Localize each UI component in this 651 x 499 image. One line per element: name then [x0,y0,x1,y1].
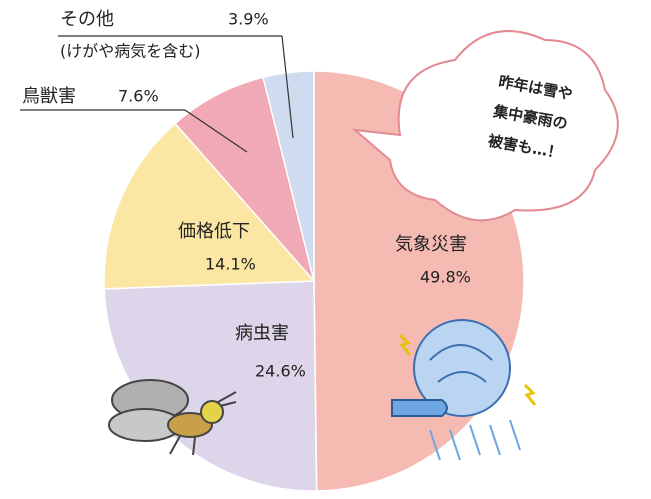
chart: (けがや病気を含む) 昨年は雪や 集中豪雨の 被害も…！ 気象災害49.8%病虫… [0,0,651,499]
slice-label: その他 [60,9,114,30]
value-label: 14.1% [205,255,256,274]
slice-label: 病虫害 [235,323,289,344]
value-label: 3.9% [228,10,269,29]
slice-label: 気象災害 [395,234,467,255]
value-label: 7.6% [118,87,159,106]
slice-label: 価格低下 [178,221,250,242]
slice-label: 鳥獣害 [22,86,76,107]
note: (けがや病気を含む) [60,42,201,61]
value-label: 49.8% [420,268,471,287]
value-label: 24.6% [255,362,306,381]
